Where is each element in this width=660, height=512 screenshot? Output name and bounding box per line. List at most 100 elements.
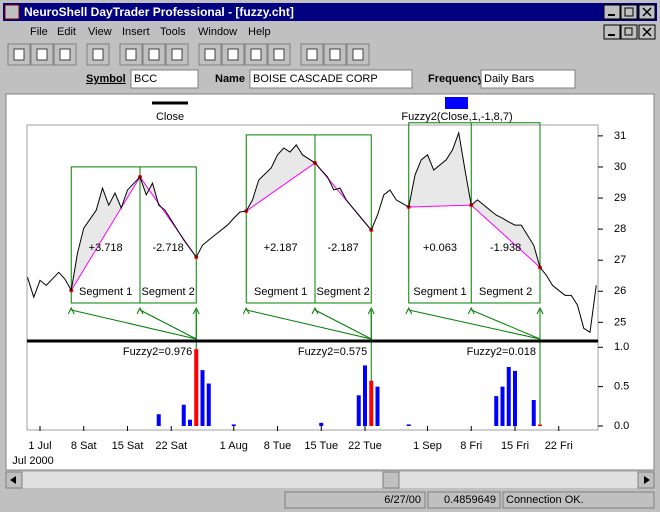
segment-label: Segment 2	[317, 286, 370, 298]
x-tick-label: 8 Tue	[264, 440, 292, 452]
histogram-bar	[181, 404, 186, 426]
histogram-bar	[506, 366, 511, 426]
scroll-thumb[interactable]	[382, 471, 400, 489]
y-tick-label: 31	[614, 130, 626, 142]
toolbar-icon	[352, 48, 364, 61]
arrow-head	[192, 306, 200, 315]
arrow	[246, 309, 372, 340]
segment-change: +3.718	[89, 242, 123, 254]
arrow-head	[405, 306, 413, 315]
histogram-bar	[513, 370, 517, 426]
segment-change: -1.938	[490, 242, 521, 254]
price-line	[27, 130, 597, 334]
panel-frame	[26, 124, 599, 431]
status-date: 6/27/00	[384, 494, 421, 506]
segment-label: Segment 2	[479, 286, 532, 298]
x-tick-label: 15 Sat	[112, 440, 144, 452]
toolbar-icon	[306, 48, 318, 61]
menu-item[interactable]: Edit	[57, 26, 76, 38]
arrow-head	[536, 306, 544, 315]
arrow	[139, 309, 197, 340]
histogram-bar	[356, 395, 361, 426]
x-tick-label: 22 Fri	[545, 440, 573, 452]
segment-change: +2.187	[264, 242, 298, 254]
x-axis-label: Jul 2000	[12, 455, 54, 467]
toolbar-icon	[125, 48, 137, 61]
histogram-bar	[494, 396, 499, 426]
menu-item[interactable]: Insert	[122, 26, 150, 38]
status-connection: Connection OK.	[506, 494, 584, 506]
name-value: BOISE CASCADE CORP	[253, 73, 378, 85]
window-buttons	[603, 4, 656, 40]
histogram-bar	[231, 424, 236, 426]
scroll-track[interactable]	[6, 472, 654, 488]
histogram-bar	[375, 386, 380, 426]
doc-restore-button[interactable]	[620, 24, 638, 40]
x-tick-label: 8 Sat	[71, 440, 97, 452]
x-tick-label: 8 Fri	[460, 440, 482, 452]
histogram-bar	[319, 422, 324, 426]
maximize-button[interactable]	[620, 4, 638, 20]
name-combo[interactable]	[249, 69, 413, 89]
window-title: NeuroShell DayTrader Professional - [fuz…	[24, 5, 294, 19]
histogram-bar	[369, 380, 374, 426]
segment-change: -2.187	[328, 242, 359, 254]
symbol-label: Symbol	[86, 73, 126, 85]
histogram-bar	[194, 349, 199, 426]
histogram-bar	[363, 365, 367, 426]
histogram-bar	[200, 370, 205, 426]
x-tick-label: 15 Tue	[304, 440, 338, 452]
x-tick-label: 22 Tue	[348, 440, 382, 452]
name-label: Name	[215, 73, 245, 85]
arrow	[71, 309, 197, 340]
toolbar-icon	[148, 48, 160, 61]
toolbar-icon	[59, 48, 71, 61]
plot: 25 26 27 28 29 30 31 +3.718 -2.718 Segment 1 Segme…	[12, 122, 629, 467]
menu-item[interactable]: Help	[248, 26, 271, 38]
arrow	[408, 309, 541, 340]
menu-item[interactable]: Tools	[160, 26, 186, 38]
y-tick-label: 26	[614, 285, 626, 297]
histogram-bar	[156, 414, 161, 426]
y-tick-label: 25	[614, 316, 626, 328]
bar-label: Fuzzy2=0.575	[298, 346, 367, 358]
y-tick-label: 0.0	[614, 420, 629, 432]
arrow-head	[136, 306, 144, 315]
histogram-bar	[538, 424, 542, 426]
histogram-bar	[188, 419, 192, 426]
menu-item[interactable]: View	[88, 26, 112, 38]
menu-item[interactable]: File	[30, 26, 48, 38]
segment-fill	[246, 144, 372, 231]
minimize-button[interactable]	[603, 4, 621, 20]
x-tick-label: 1 Aug	[220, 440, 248, 452]
toolbar-icon	[273, 48, 285, 61]
x-tick-label: 1 Jul	[28, 440, 51, 452]
x-tick-label: 1 Sep	[413, 440, 442, 452]
segment-label: Segment 1	[79, 286, 132, 298]
bar-label: Fuzzy2=0.018	[467, 346, 536, 358]
toolbar-icon	[92, 48, 104, 61]
frequency-value: Daily Bars	[484, 73, 535, 85]
symbol-combo[interactable]	[130, 69, 199, 89]
y-tick-label: 30	[614, 161, 626, 173]
toolbar-icon	[329, 48, 341, 61]
segment-change: -2.718	[153, 242, 184, 254]
chart-area	[5, 93, 655, 471]
histogram-bar	[531, 400, 536, 426]
arrow-head	[367, 306, 375, 315]
frequency-combo[interactable]	[480, 69, 576, 89]
arrow-head	[467, 306, 475, 315]
scrollbar	[5, 471, 655, 489]
segment-fill	[408, 132, 540, 268]
menu-item[interactable]: Window	[198, 26, 237, 38]
doc-minimize-button[interactable]	[603, 24, 621, 40]
frequency-label: Frequency	[428, 73, 485, 85]
histogram-bar	[406, 424, 411, 426]
arrow-head	[311, 306, 319, 315]
segment-label: Segment 1	[254, 286, 307, 298]
segment-label: Segment 1	[413, 286, 466, 298]
title-bar	[3, 3, 657, 21]
segment-label: Segment 2	[142, 286, 195, 298]
x-tick-label: 22 Sat	[155, 440, 187, 452]
segment-box	[70, 166, 197, 304]
